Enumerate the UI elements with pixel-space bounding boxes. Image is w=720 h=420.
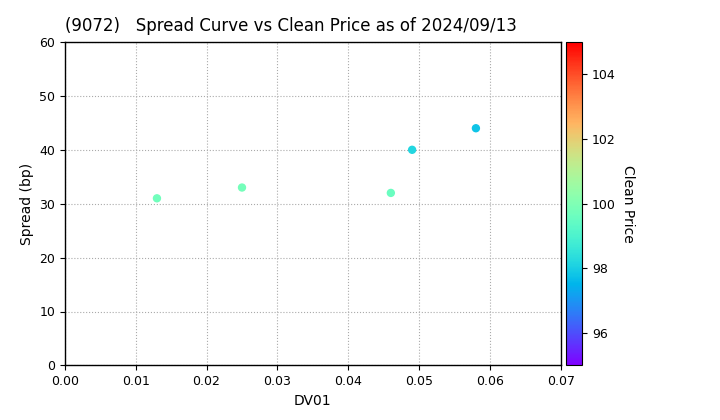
X-axis label: DV01: DV01: [294, 394, 332, 408]
Point: [236, 184, 248, 191]
Point: [385, 189, 397, 196]
Y-axis label: Clean Price: Clean Price: [621, 165, 636, 243]
Point: [151, 195, 163, 202]
Y-axis label: Spread (bp): Spread (bp): [19, 163, 34, 245]
Text: (9072)   Spread Curve vs Clean Price as of 2024/09/13: (9072) Spread Curve vs Clean Price as of…: [65, 17, 517, 35]
Point: [470, 125, 482, 131]
Point: [406, 147, 418, 153]
